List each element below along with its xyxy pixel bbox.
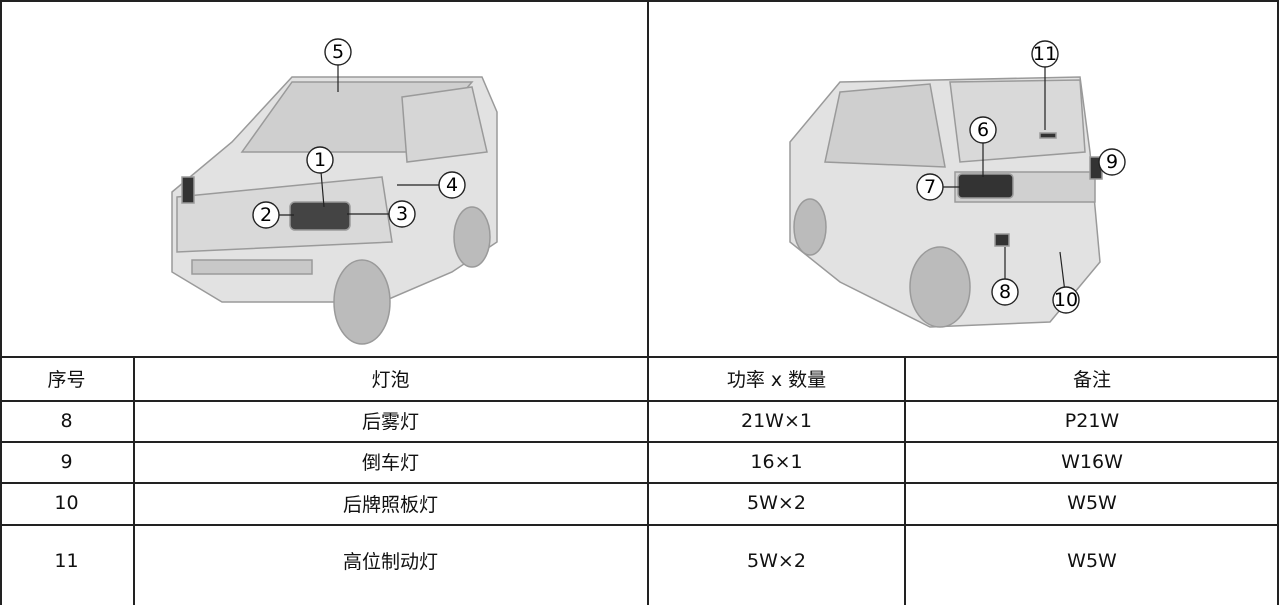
- callout-number: 1: [314, 149, 326, 171]
- callout-circle: [991, 278, 1019, 306]
- callout-circle: [324, 38, 352, 66]
- callout-number: 9: [1106, 151, 1118, 173]
- callout-circle: [252, 201, 280, 229]
- row-border: [0, 441, 1279, 443]
- border: [0, 0, 2, 605]
- header-cell: 功率 x 数量: [726, 368, 827, 391]
- callout-number: 6: [977, 119, 989, 141]
- table-cell: 21W×1: [741, 409, 812, 432]
- table-cell: 5W×2: [747, 549, 806, 572]
- callout-number: 11: [1033, 43, 1057, 65]
- table-cell: 16×1: [750, 450, 803, 473]
- header-cell: 灯泡: [371, 368, 410, 391]
- callout-circle: [388, 200, 416, 228]
- callout-circle: [438, 171, 466, 199]
- table-cell: 后牌照板灯: [342, 493, 438, 516]
- row-border: [0, 356, 1279, 358]
- border: [0, 0, 1279, 2]
- header-cell: 序号: [47, 368, 86, 391]
- callout-circle: [1098, 148, 1126, 176]
- callout-number: 8: [999, 281, 1011, 303]
- table-cell: 倒车灯: [361, 452, 419, 474]
- border: [1277, 0, 1279, 605]
- table-cell: 5W×2: [747, 492, 806, 514]
- table-cell: 10: [54, 492, 79, 514]
- callout-number: 10: [1054, 289, 1078, 311]
- table-cell: P21W: [1064, 409, 1120, 432]
- callout-number: 2: [260, 204, 272, 226]
- header-cell: 备注: [1072, 368, 1111, 391]
- callout-circle: [1052, 286, 1080, 314]
- callout-number: 7: [924, 176, 936, 198]
- table-cell: 高位制动灯: [342, 551, 438, 573]
- callout-number: 5: [332, 41, 344, 63]
- row-border: [0, 482, 1279, 484]
- rear-car-figure: 11 6 9 7 8 10: [789, 40, 1126, 328]
- table-cell: 8: [60, 409, 73, 432]
- col-border: [133, 356, 135, 605]
- callout-circle: [916, 173, 944, 201]
- row-border: [0, 524, 1279, 526]
- callout-number: 3: [396, 203, 408, 225]
- callout-circle: [1031, 40, 1059, 68]
- col-border: [904, 356, 906, 605]
- callout-circle: [969, 116, 997, 144]
- rear-car-drawing: [789, 76, 1103, 328]
- border: [647, 0, 649, 605]
- table-cell: W5W: [1067, 549, 1117, 572]
- table-cell: W16W: [1061, 450, 1123, 473]
- table-cell: 后雾灯: [361, 411, 419, 433]
- row-border: [0, 400, 1279, 402]
- table-cell: 9: [60, 450, 73, 473]
- table-cell: 11: [54, 549, 79, 572]
- table-cell: W5W: [1067, 492, 1117, 514]
- callout-circle: [306, 146, 334, 174]
- callout-number: 4: [446, 174, 458, 196]
- front-car-drawing: [171, 76, 498, 345]
- front-car-figure: 5 1 2 3 4: [171, 38, 498, 345]
